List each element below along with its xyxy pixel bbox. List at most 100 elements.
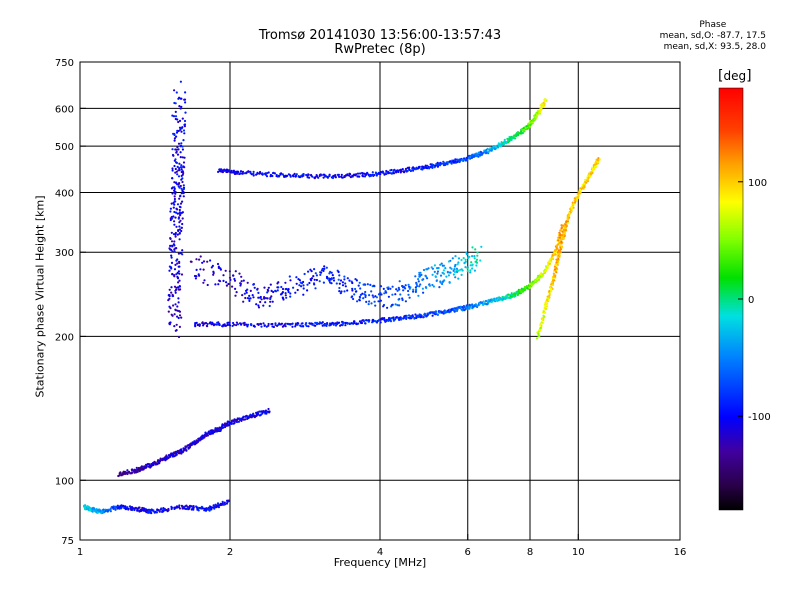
echo-point [436,270,440,273]
echo-point [383,292,386,295]
echo-point [329,281,332,284]
echo-point [546,266,549,269]
echo-point [325,266,328,269]
echo-point [479,259,482,262]
echo-point [503,296,506,299]
echo-point [461,309,464,312]
echo-point [346,174,349,177]
y-axis-label: Stationary phase Virtual Height [km] [33,195,47,398]
echo-point [175,148,178,151]
echo-point [202,260,206,263]
echo-point [339,279,343,282]
echo-point [473,257,476,260]
echo-point [481,303,485,306]
echo-point [181,200,184,203]
echo-point [210,266,213,269]
echo-point [518,132,521,135]
echo-point [465,304,468,307]
echo-point [296,288,299,292]
echo-point [222,279,225,282]
echo-point [596,158,600,162]
echo-point [220,169,223,172]
echo-point [380,293,383,296]
echo-point [289,175,292,178]
echo-point [573,199,576,202]
echo-point [408,285,411,288]
echo-point [545,99,548,102]
echo-point [183,98,186,101]
echo-point [264,301,267,304]
echo-point [180,211,184,214]
echo-point [190,260,193,263]
echo-point [177,142,181,145]
echo-point [242,416,245,419]
echo-point [236,170,239,173]
echo-point [407,283,410,286]
echo-point [585,181,588,184]
echo-point [449,266,452,269]
echo-point [178,310,181,313]
echo-point [377,172,381,175]
echo-point [203,279,206,282]
echo-point [176,203,180,206]
echo-point [284,294,287,297]
echo-point [386,286,389,289]
echo-point [428,284,431,287]
echo-point [554,274,557,277]
echo-point [537,332,540,335]
echo-point [202,268,205,271]
y-tick-label: 750 [55,58,74,69]
echo-point [257,296,260,299]
echo-point [179,156,182,159]
echo-point [415,316,418,320]
echo-point [356,172,360,175]
echo-point [212,504,215,507]
echo-point [320,271,323,274]
echo-point [519,132,522,135]
echo-point [358,299,361,302]
echo-point [279,293,283,296]
echo-point [373,285,376,288]
echo-point [294,323,297,326]
echo-point [274,323,277,327]
echo-point [408,166,411,169]
echo-point [176,153,180,156]
echo-point [392,316,395,319]
echo-point [177,281,180,284]
echo-point [184,101,187,104]
echo-point [288,275,291,278]
echo-point [379,291,382,295]
echo-point [425,275,428,278]
echo-point [514,134,517,137]
echo-point [374,304,377,307]
echo-point [249,413,252,416]
echo-point [248,299,251,302]
echo-point [395,316,398,319]
echo-point [302,287,305,290]
echo-point [378,318,381,321]
echo-point [166,456,170,460]
echo-point [351,281,354,285]
echo-point [240,323,243,326]
echo-point [465,306,468,309]
echo-point [225,281,228,284]
echo-point [281,325,284,328]
echo-point [176,173,179,176]
echo-point [186,505,189,508]
echo-point [210,507,213,510]
echo-point [142,509,145,512]
echo-point [492,145,495,148]
echo-point [364,290,367,294]
echo-point [550,257,553,260]
echo-point [239,284,242,287]
echo-point [446,163,449,166]
echo-point [173,325,176,328]
echo-point [461,158,464,162]
echo-point [308,176,311,179]
echo-point [252,170,255,173]
echo-point [177,169,180,172]
echo-point [228,321,231,324]
echo-point [394,303,397,306]
echo-point [201,321,204,324]
echo-point [293,172,296,175]
